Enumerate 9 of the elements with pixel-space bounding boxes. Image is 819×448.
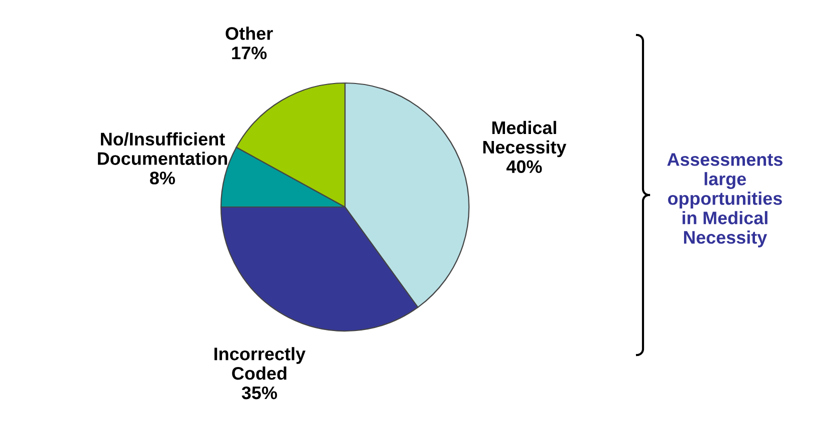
slice-label: Medical Necessity: [483, 120, 566, 158]
data-label: 8%: [150, 172, 176, 184]
slice-label: No/Insufficient Documentation: [98, 132, 228, 165]
data-label: 35%: [242, 386, 278, 400]
slice-label: Other: [226, 26, 273, 40]
data-label: 17%: [232, 46, 267, 60]
text: Assessments large opportunities in Medical Necessity: [667, 153, 782, 248]
slice-label: Incorrectly Coded: [214, 347, 306, 380]
data-label: 40%: [506, 160, 542, 174]
